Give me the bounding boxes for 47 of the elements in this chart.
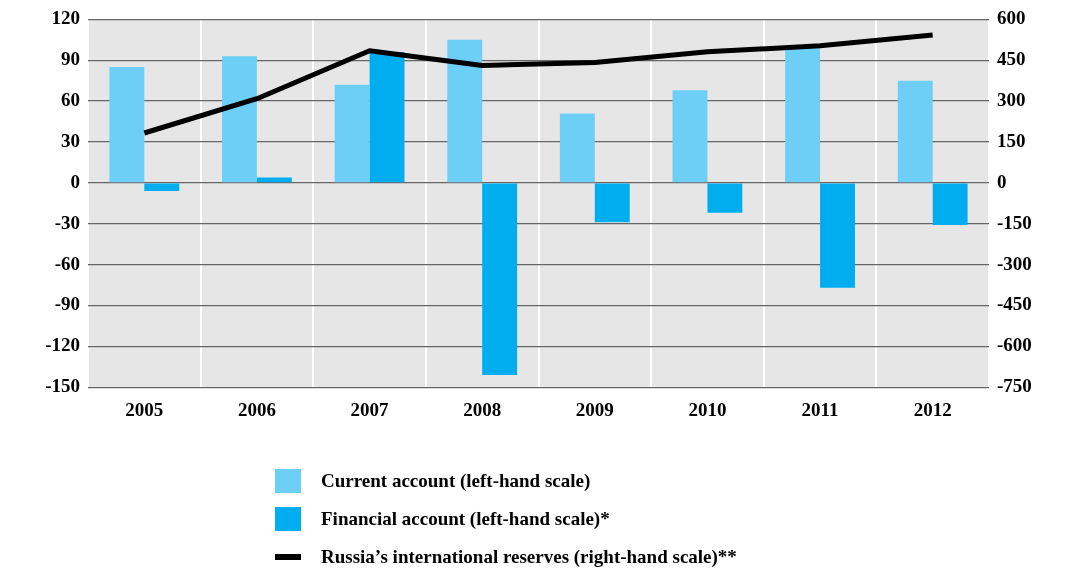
- bar: [144, 183, 180, 192]
- bar: [594, 183, 630, 223]
- bar: [447, 39, 483, 183]
- y2-tick-label: 300: [997, 89, 1026, 111]
- y-tick-label: -150: [45, 375, 80, 397]
- y-tick-label: 120: [51, 7, 80, 29]
- bar: [707, 183, 743, 213]
- x-tick-label: 2008: [463, 398, 502, 420]
- legend-label: Financial account (left-hand scale)*: [321, 508, 610, 530]
- y2-tick-label: 0: [997, 170, 1007, 192]
- x-tick-label: 2005: [125, 398, 164, 420]
- bar: [897, 80, 933, 183]
- y-tick-label: 90: [61, 48, 80, 70]
- y2-tick-label: -150: [997, 211, 1032, 233]
- bar: [334, 84, 370, 183]
- bar: [222, 56, 257, 183]
- x-tick-label: 2011: [801, 398, 839, 420]
- y2-tick-label: -300: [997, 252, 1032, 274]
- bar: [932, 183, 968, 226]
- bar: [820, 183, 855, 288]
- y-tick-label: -60: [54, 252, 80, 274]
- legend-label: Russia’s international reserves (right-hand scale)**: [321, 546, 737, 568]
- x-tick-label: 2009: [575, 398, 614, 420]
- x-tick-label: 2006: [237, 398, 276, 420]
- x-tick-label: 2012: [913, 398, 952, 420]
- y-tick-label: 60: [61, 89, 80, 111]
- y-tick-label: 0: [70, 170, 80, 192]
- y2-tick-label: -450: [997, 293, 1032, 315]
- y-tick-label: 30: [61, 129, 80, 151]
- bar: [369, 52, 405, 183]
- bar: [785, 46, 821, 183]
- x-tick-label: 2007: [350, 398, 390, 420]
- bar: [672, 90, 708, 183]
- bar: [256, 177, 292, 183]
- bar: [109, 67, 145, 183]
- y-tick-label: -90: [54, 293, 80, 315]
- x-tick-label: 2010: [688, 398, 727, 420]
- y-tick-label: -120: [45, 334, 80, 356]
- y2-tick-label: -600: [997, 334, 1032, 356]
- legend-label: Current account (left-hand scale): [321, 470, 591, 492]
- bar: [559, 113, 595, 183]
- y2-tick-label: -750: [997, 375, 1032, 397]
- y2-tick-label: 150: [997, 129, 1026, 151]
- y2-tick-label: 600: [997, 7, 1026, 29]
- y2-tick-label: 450: [997, 48, 1026, 70]
- y-tick-label: -30: [54, 211, 80, 233]
- bar: [482, 183, 518, 375]
